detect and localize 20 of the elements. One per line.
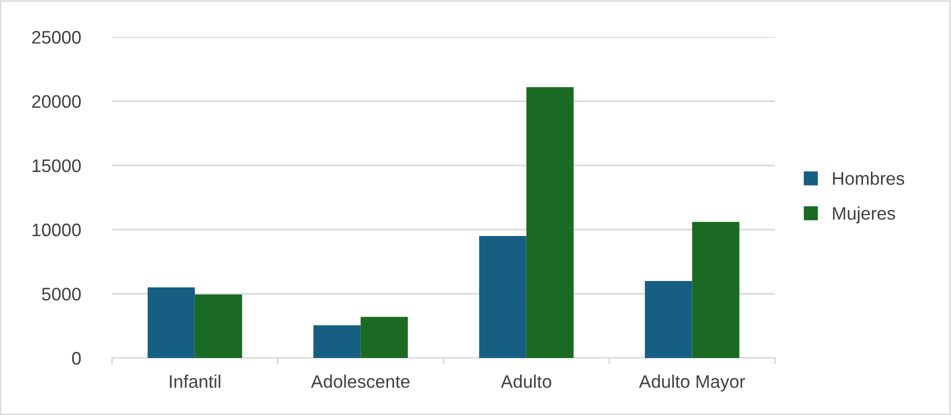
y-tick-label: 0 [72,352,81,365]
y-tick-label: 5000 [42,288,81,301]
bar [148,287,195,358]
x-tick-label: Adulto Mayor [638,374,746,392]
bar [526,87,574,358]
x-tick-label: Adulto [500,374,552,388]
legend-label: Mujeres [833,206,896,224]
y-tick-label: 20000 [32,95,81,108]
y-tick-label: 10000 [32,224,81,236]
bar [194,294,242,358]
y-tick-label: 25000 [32,30,81,44]
bar [479,236,526,358]
y-tick-label: 15000 [32,159,81,172]
x-tick-label: Infantil [170,374,220,388]
legend-label: Hombres [833,172,904,185]
x-tick-label: Adolescente [310,374,410,388]
bar [692,222,740,358]
bar [644,280,692,358]
bar [313,325,361,358]
bar [360,316,408,358]
